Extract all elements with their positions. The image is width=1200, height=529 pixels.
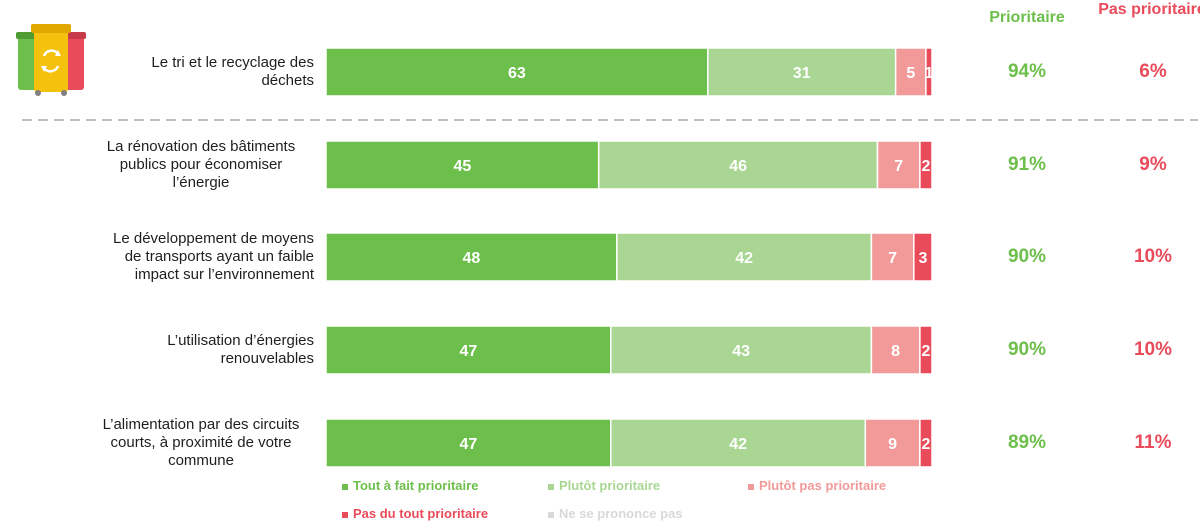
bar-segment xyxy=(325,47,709,97)
pas-prioritaire-header: Pas prioritaire xyxy=(1098,1,1200,18)
category-label: Le développement de moyens de transports … xyxy=(92,230,314,284)
legend-item: Ne se prononce pas xyxy=(548,506,683,521)
bar-value-label: 43 xyxy=(732,343,750,360)
prioritaire-value: 90% xyxy=(1007,246,1047,267)
pas-prioritaire-value: 11% xyxy=(1134,432,1172,453)
bar-value-label: 1 xyxy=(925,65,934,82)
prioritaire-value: 90% xyxy=(1007,339,1047,360)
legend-item: Pas du tout prioritaire xyxy=(342,506,488,521)
bar-value-label: 7 xyxy=(888,250,897,267)
category-label: La rénovation des bâtiments publics pour … xyxy=(88,138,314,192)
legend-label: Plutôt pas prioritaire xyxy=(759,478,887,493)
category-label-line: L’alimentation par des circuits xyxy=(102,416,300,433)
bar-segment xyxy=(325,325,612,375)
bar-value-label: 2 xyxy=(921,343,930,360)
bar-value-label: 46 xyxy=(729,158,747,175)
bar-segment xyxy=(325,418,612,468)
bar-value-label: 42 xyxy=(735,250,753,267)
bar-segment xyxy=(870,232,915,282)
bar-value-label: 5 xyxy=(906,65,915,82)
category-label-line: publics pour économiser xyxy=(119,156,283,173)
category-label: Le tri et le recyclage des déchets xyxy=(92,54,314,90)
bar-value-label: 2 xyxy=(921,436,930,453)
legend-swatch xyxy=(342,511,348,518)
bar-value-label: 31 xyxy=(793,65,811,82)
category-label-line: courts, à proximité de votre xyxy=(110,434,292,451)
bar-segment xyxy=(870,325,921,375)
category-label-line: commune xyxy=(168,452,234,469)
category-label-line: Le tri et le recyclage des xyxy=(151,54,314,71)
prioritaire-value: 94% xyxy=(1007,61,1047,82)
legend-swatch xyxy=(548,483,554,490)
category-label-line: déchets xyxy=(261,72,314,89)
bar-value-label: 2 xyxy=(921,158,930,175)
bar-value-label: 47 xyxy=(460,343,478,360)
category-label-line: de transports ayant un faible xyxy=(124,248,314,265)
bar-value-label: 42 xyxy=(729,436,747,453)
bar-value-label: 47 xyxy=(460,436,478,453)
category-label: L’alimentation par des circuits courts, à… xyxy=(88,416,314,470)
bar-segment xyxy=(919,325,933,375)
prioritaire-value: 89% xyxy=(1007,432,1047,453)
legend-swatch xyxy=(548,511,554,518)
bar-segment xyxy=(919,140,933,190)
legend-swatch xyxy=(748,483,754,490)
category-label: L’utilisation d’énergies renouvelables xyxy=(88,332,314,368)
category-label-line: L’utilisation d’énergies xyxy=(167,332,314,349)
pas-prioritaire-value: 10% xyxy=(1133,339,1173,360)
legend-item: Plutôt pas prioritaire xyxy=(748,478,886,493)
pas-prioritaire-value: 9% xyxy=(1139,154,1167,175)
pas-prioritaire-value: 6% xyxy=(1139,61,1167,82)
recycling-bins-icon xyxy=(16,24,86,96)
bar-segment xyxy=(616,232,873,282)
bar-segment xyxy=(894,47,927,97)
pas-prioritaire-value: 10% xyxy=(1133,246,1173,267)
category-label-line: Le développement de moyens xyxy=(113,230,314,247)
legend-item: Plutôt prioritaire xyxy=(548,478,660,493)
bar-value-label: 48 xyxy=(463,250,481,267)
category-label-line: l’énergie xyxy=(172,174,230,191)
category-label-line: renouvelables xyxy=(220,350,314,367)
bar-segment xyxy=(325,232,618,282)
bar-segment xyxy=(913,232,933,282)
legend-label: Ne se prononce pas xyxy=(559,506,683,521)
legend-label: Pas du tout prioritaire xyxy=(353,506,489,521)
bar-value-label: 8 xyxy=(891,343,900,360)
legend-label: Tout à fait prioritaire xyxy=(353,478,479,493)
category-label-line: impact sur l’environnement xyxy=(134,266,314,283)
bar-value-label: 3 xyxy=(918,250,927,267)
bar-value-label: 63 xyxy=(508,65,526,82)
bar-value-label: 9 xyxy=(888,436,897,453)
category-label-line: La rénovation des bâtiments xyxy=(106,138,296,155)
legend-item: Tout à fait prioritaire xyxy=(342,478,478,493)
legend-swatch xyxy=(342,483,348,490)
bar-value-label: 7 xyxy=(894,158,903,175)
prioritaire-header: Prioritaire xyxy=(989,9,1065,26)
bar-segment xyxy=(919,418,933,468)
prioritaire-value: 91% xyxy=(1007,154,1047,175)
legend-label: Plutôt prioritaire xyxy=(559,478,661,493)
bar-segment xyxy=(925,47,933,97)
bar-value-label: 45 xyxy=(454,158,472,175)
